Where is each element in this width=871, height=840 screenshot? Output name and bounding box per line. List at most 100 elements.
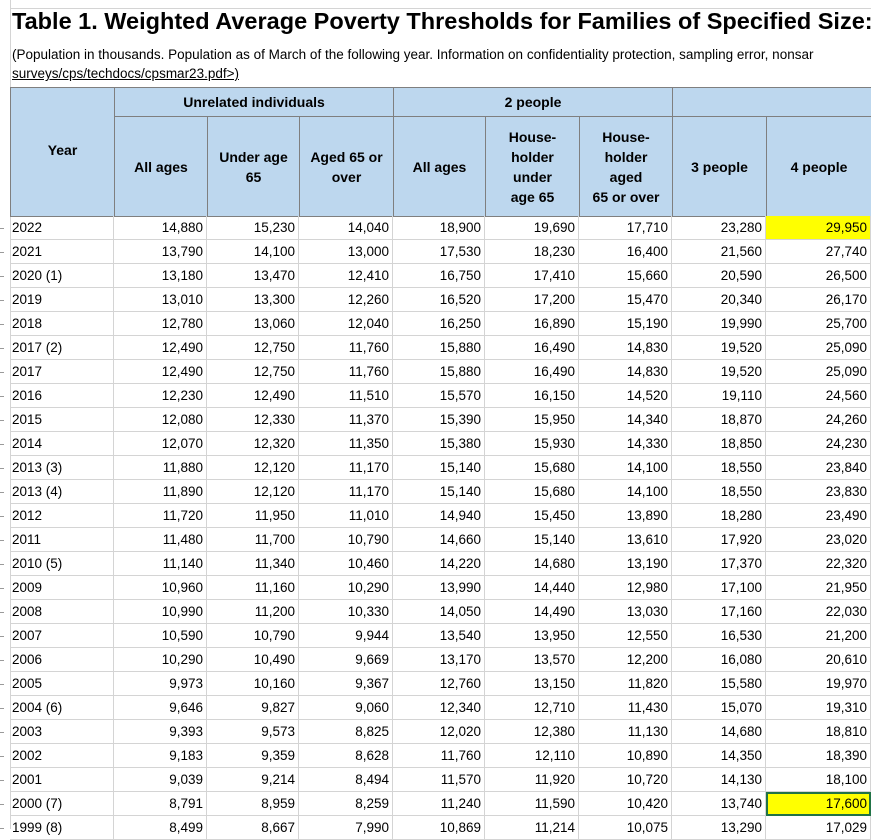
value-cell[interactable]: 14,440: [485, 576, 579, 600]
year-cell[interactable]: 2018: [10, 312, 114, 336]
value-cell[interactable]: 11,370: [299, 408, 393, 432]
year-cell[interactable]: 2010 (5): [10, 552, 114, 576]
value-cell[interactable]: 11,140: [114, 552, 207, 576]
value-cell[interactable]: 11,820: [579, 672, 672, 696]
value-cell[interactable]: 13,150: [485, 672, 579, 696]
value-cell[interactable]: 16,530: [672, 624, 766, 648]
value-cell[interactable]: 11,214: [485, 816, 579, 840]
year-cell[interactable]: 2000 (7): [10, 792, 114, 816]
value-cell[interactable]: 11,200: [207, 600, 299, 624]
value-cell[interactable]: 15,880: [393, 360, 485, 384]
value-cell[interactable]: 12,750: [207, 336, 299, 360]
year-cell[interactable]: 2019: [10, 288, 114, 312]
value-cell[interactable]: 17,410: [485, 264, 579, 288]
year-cell[interactable]: 2009: [10, 576, 114, 600]
value-cell[interactable]: 17,530: [393, 240, 485, 264]
value-cell[interactable]: 12,490: [207, 384, 299, 408]
value-cell[interactable]: 15,140: [393, 480, 485, 504]
value-cell[interactable]: 12,710: [485, 696, 579, 720]
value-cell[interactable]: 14,830: [579, 336, 672, 360]
year-cell[interactable]: 2014: [10, 432, 114, 456]
header-householder-under-65[interactable]: House- holder under age 65: [485, 116, 580, 217]
value-cell[interactable]: 13,890: [579, 504, 672, 528]
value-cell[interactable]: 15,880: [393, 336, 485, 360]
value-cell[interactable]: 11,160: [207, 576, 299, 600]
value-cell[interactable]: 13,570: [485, 648, 579, 672]
value-cell[interactable]: 18,550: [672, 456, 766, 480]
value-cell[interactable]: 11,880: [114, 456, 207, 480]
value-cell[interactable]: 14,680: [485, 552, 579, 576]
value-cell[interactable]: 11,430: [579, 696, 672, 720]
value-cell[interactable]: 11,920: [485, 768, 579, 792]
year-cell[interactable]: 2016: [10, 384, 114, 408]
value-cell[interactable]: 11,240: [393, 792, 485, 816]
value-cell[interactable]: 12,550: [579, 624, 672, 648]
value-cell[interactable]: 25,090: [766, 360, 871, 384]
value-cell[interactable]: 17,370: [672, 552, 766, 576]
value-cell[interactable]: 11,350: [299, 432, 393, 456]
value-cell[interactable]: 16,890: [485, 312, 579, 336]
value-cell[interactable]: 14,330: [579, 432, 672, 456]
value-cell[interactable]: 20,610: [766, 648, 871, 672]
year-cell[interactable]: 2007: [10, 624, 114, 648]
value-cell[interactable]: 17,029: [766, 816, 871, 840]
value-cell[interactable]: 17,710: [579, 216, 672, 240]
value-cell[interactable]: 9,214: [207, 768, 299, 792]
value-cell[interactable]: 21,950: [766, 576, 871, 600]
year-cell[interactable]: 1999 (8): [10, 816, 114, 840]
value-cell[interactable]: 13,000: [299, 240, 393, 264]
value-cell[interactable]: 17,160: [672, 600, 766, 624]
header-all-ages-unrelated[interactable]: All ages: [114, 116, 208, 217]
value-cell[interactable]: 9,039: [114, 768, 207, 792]
value-cell[interactable]: 26,170: [766, 288, 871, 312]
value-cell[interactable]: 10,290: [299, 576, 393, 600]
value-cell[interactable]: 18,850: [672, 432, 766, 456]
value-cell[interactable]: 19,970: [766, 672, 871, 696]
value-cell[interactable]: 14,350: [672, 744, 766, 768]
value-cell[interactable]: 22,320: [766, 552, 871, 576]
value-cell[interactable]: 13,030: [579, 600, 672, 624]
value-cell[interactable]: 10,420: [579, 792, 672, 816]
value-cell[interactable]: 12,260: [299, 288, 393, 312]
value-cell[interactable]: 21,560: [672, 240, 766, 264]
value-cell[interactable]: 15,390: [393, 408, 485, 432]
value-cell[interactable]: 12,080: [114, 408, 207, 432]
value-cell[interactable]: 10,890: [579, 744, 672, 768]
value-cell[interactable]: 16,080: [672, 648, 766, 672]
value-cell[interactable]: 16,400: [579, 240, 672, 264]
value-cell[interactable]: 14,100: [579, 480, 672, 504]
value-cell[interactable]: 9,367: [299, 672, 393, 696]
value-cell[interactable]: 18,810: [766, 720, 871, 744]
value-cell[interactable]: 9,359: [207, 744, 299, 768]
value-cell[interactable]: 11,760: [299, 336, 393, 360]
year-cell[interactable]: 2012: [10, 504, 114, 528]
value-cell[interactable]: 17,100: [672, 576, 766, 600]
year-cell[interactable]: 2005: [10, 672, 114, 696]
header-four-people[interactable]: 4 people: [766, 116, 871, 217]
value-cell[interactable]: 24,230: [766, 432, 871, 456]
value-cell[interactable]: 19,690: [485, 216, 579, 240]
highlighted-value-cell[interactable]: 17,600: [766, 792, 871, 816]
value-cell[interactable]: 19,110: [672, 384, 766, 408]
value-cell[interactable]: 14,880: [114, 216, 207, 240]
value-cell[interactable]: 12,040: [299, 312, 393, 336]
year-cell[interactable]: 2002: [10, 744, 114, 768]
value-cell[interactable]: 19,990: [672, 312, 766, 336]
value-cell[interactable]: 10,790: [299, 528, 393, 552]
year-cell[interactable]: 2013 (4): [10, 480, 114, 504]
value-cell[interactable]: 16,490: [485, 336, 579, 360]
value-cell[interactable]: 13,300: [207, 288, 299, 312]
year-cell[interactable]: 2008: [10, 600, 114, 624]
year-cell[interactable]: 2015: [10, 408, 114, 432]
value-cell[interactable]: 12,380: [485, 720, 579, 744]
source-link[interactable]: surveys/cps/techdocs/cpsmar23.pdf>): [12, 66, 239, 81]
value-cell[interactable]: 10,720: [579, 768, 672, 792]
year-cell[interactable]: 2004 (6): [10, 696, 114, 720]
value-cell[interactable]: 8,667: [207, 816, 299, 840]
value-cell[interactable]: 13,060: [207, 312, 299, 336]
value-cell[interactable]: 11,950: [207, 504, 299, 528]
value-cell[interactable]: 18,390: [766, 744, 871, 768]
value-cell[interactable]: 12,070: [114, 432, 207, 456]
value-cell[interactable]: 14,220: [393, 552, 485, 576]
value-cell[interactable]: 14,520: [579, 384, 672, 408]
